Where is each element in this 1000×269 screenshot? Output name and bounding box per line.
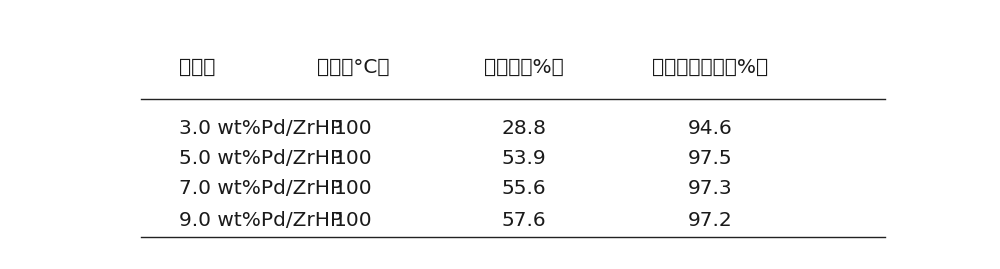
Text: 100: 100 [334,149,373,168]
Text: 94.6: 94.6 [688,119,732,138]
Text: 53.9: 53.9 [502,149,546,168]
Text: 28.8: 28.8 [502,119,547,138]
Text: 97.2: 97.2 [688,211,732,230]
Text: 5.0 wt%Pd/ZrHP: 5.0 wt%Pd/ZrHP [179,149,342,168]
Text: 100: 100 [334,179,373,198]
Text: 97.5: 97.5 [688,149,732,168]
Text: 100: 100 [334,211,373,230]
Text: 7.0 wt%Pd/ZrHP: 7.0 wt%Pd/ZrHP [179,179,342,198]
Text: 催化剂: 催化剂 [179,58,216,77]
Text: 9.0 wt%Pd/ZrHP: 9.0 wt%Pd/ZrHP [179,211,342,230]
Text: 55.6: 55.6 [502,179,546,198]
Text: 3.0 wt%Pd/ZrHP: 3.0 wt%Pd/ZrHP [179,119,342,138]
Text: 57.6: 57.6 [502,211,546,230]
Text: 环已酶选择性（%）: 环已酶选择性（%） [652,58,768,77]
Text: 100: 100 [334,119,373,138]
Text: 温度（°C）: 温度（°C） [317,58,390,77]
Text: 97.3: 97.3 [688,179,732,198]
Text: 转化率（%）: 转化率（%） [484,58,564,77]
